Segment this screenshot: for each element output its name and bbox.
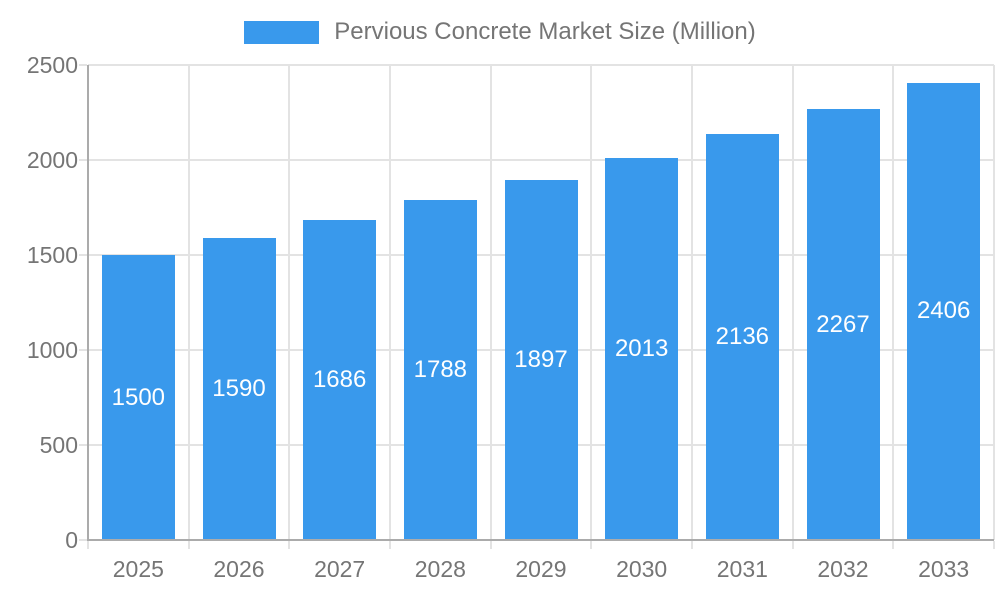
legend[interactable]: Pervious Concrete Market Size (Million) xyxy=(0,17,1000,47)
y-axis-tick xyxy=(79,539,87,541)
x-tick-label: 2033 xyxy=(918,556,970,582)
y-tick-label: 1500 xyxy=(26,242,78,268)
x-axis-tick xyxy=(187,541,190,549)
bar-2033[interactable]: 2406 xyxy=(907,82,981,540)
y-tick-label: 1000 xyxy=(26,337,78,363)
y-axis-tick xyxy=(79,349,87,351)
bar-2031[interactable]: 2136 xyxy=(705,134,779,540)
bar-2030[interactable]: 2013 xyxy=(605,157,679,540)
bar-value-label: 2136 xyxy=(715,323,770,351)
legend-swatch[interactable] xyxy=(244,20,320,44)
x-axis-tick xyxy=(87,541,89,549)
x-tick-label: 2029 xyxy=(515,556,567,582)
x-axis-tick xyxy=(389,541,391,549)
x-tick-label: 2032 xyxy=(817,556,869,582)
bar-2029[interactable]: 1897 xyxy=(504,179,578,540)
x-axis-line xyxy=(87,539,994,541)
gridline-horizontal xyxy=(88,159,994,161)
bar-value-label: 2013 xyxy=(614,334,669,362)
x-tick-label: 2028 xyxy=(414,556,466,582)
bar-2027[interactable]: 1686 xyxy=(303,219,377,540)
x-tick-label: 2031 xyxy=(716,556,768,582)
bar-value-label: 1788 xyxy=(413,356,468,384)
x-axis-tick xyxy=(993,541,995,549)
x-axis-tick xyxy=(791,541,794,549)
x-axis-tick xyxy=(288,541,291,549)
x-axis-tick xyxy=(590,541,593,549)
y-tick-label: 500 xyxy=(39,432,78,458)
bar-value-label: 2267 xyxy=(816,310,870,338)
bar-value-label: 1590 xyxy=(212,374,266,402)
bar-2026[interactable]: 1590 xyxy=(202,237,276,540)
y-axis-tick xyxy=(79,64,87,66)
gridline-horizontal xyxy=(88,64,994,66)
gridline-vertical xyxy=(489,65,492,540)
x-tick-label: 2030 xyxy=(616,556,668,582)
plot-area: 1500 1590 1686 1788 1897 2013 2136 2267 2406 xyxy=(79,64,995,549)
bar-2025[interactable]: 1500 xyxy=(101,255,175,540)
y-axis-tick xyxy=(79,254,87,256)
gridline-vertical xyxy=(691,65,693,540)
gridline-vertical xyxy=(993,65,995,540)
x-axis-tick xyxy=(691,541,693,549)
gridline-vertical xyxy=(791,65,794,540)
bar-2032[interactable]: 2267 xyxy=(806,109,880,540)
gridline-vertical xyxy=(389,65,391,540)
x-tick-label: 2025 xyxy=(112,556,164,582)
x-axis-tick xyxy=(489,541,492,549)
gridline-vertical xyxy=(892,65,895,540)
gridline-vertical xyxy=(187,65,190,540)
y-axis-tick xyxy=(79,159,87,161)
y-tick-label: 2500 xyxy=(26,52,78,78)
bar-value-label: 1897 xyxy=(514,345,568,373)
bar-2028[interactable]: 1788 xyxy=(403,200,477,540)
bar-value-label: 1500 xyxy=(111,383,166,411)
x-tick-label: 2026 xyxy=(213,556,265,582)
bar-value-label: 1686 xyxy=(312,365,367,393)
legend-label[interactable]: Pervious Concrete Market Size (Million) xyxy=(334,18,756,45)
gridline-vertical xyxy=(288,65,291,540)
x-axis-tick xyxy=(892,541,895,549)
y-axis-tick xyxy=(79,444,87,446)
x-tick-label: 2027 xyxy=(314,556,366,582)
y-tick-label: 2000 xyxy=(26,147,78,173)
y-tick-label: 0 xyxy=(65,527,78,553)
gridline-vertical xyxy=(590,65,593,540)
bar-value-label: 2406 xyxy=(916,297,971,325)
y-axis-line xyxy=(87,65,89,541)
